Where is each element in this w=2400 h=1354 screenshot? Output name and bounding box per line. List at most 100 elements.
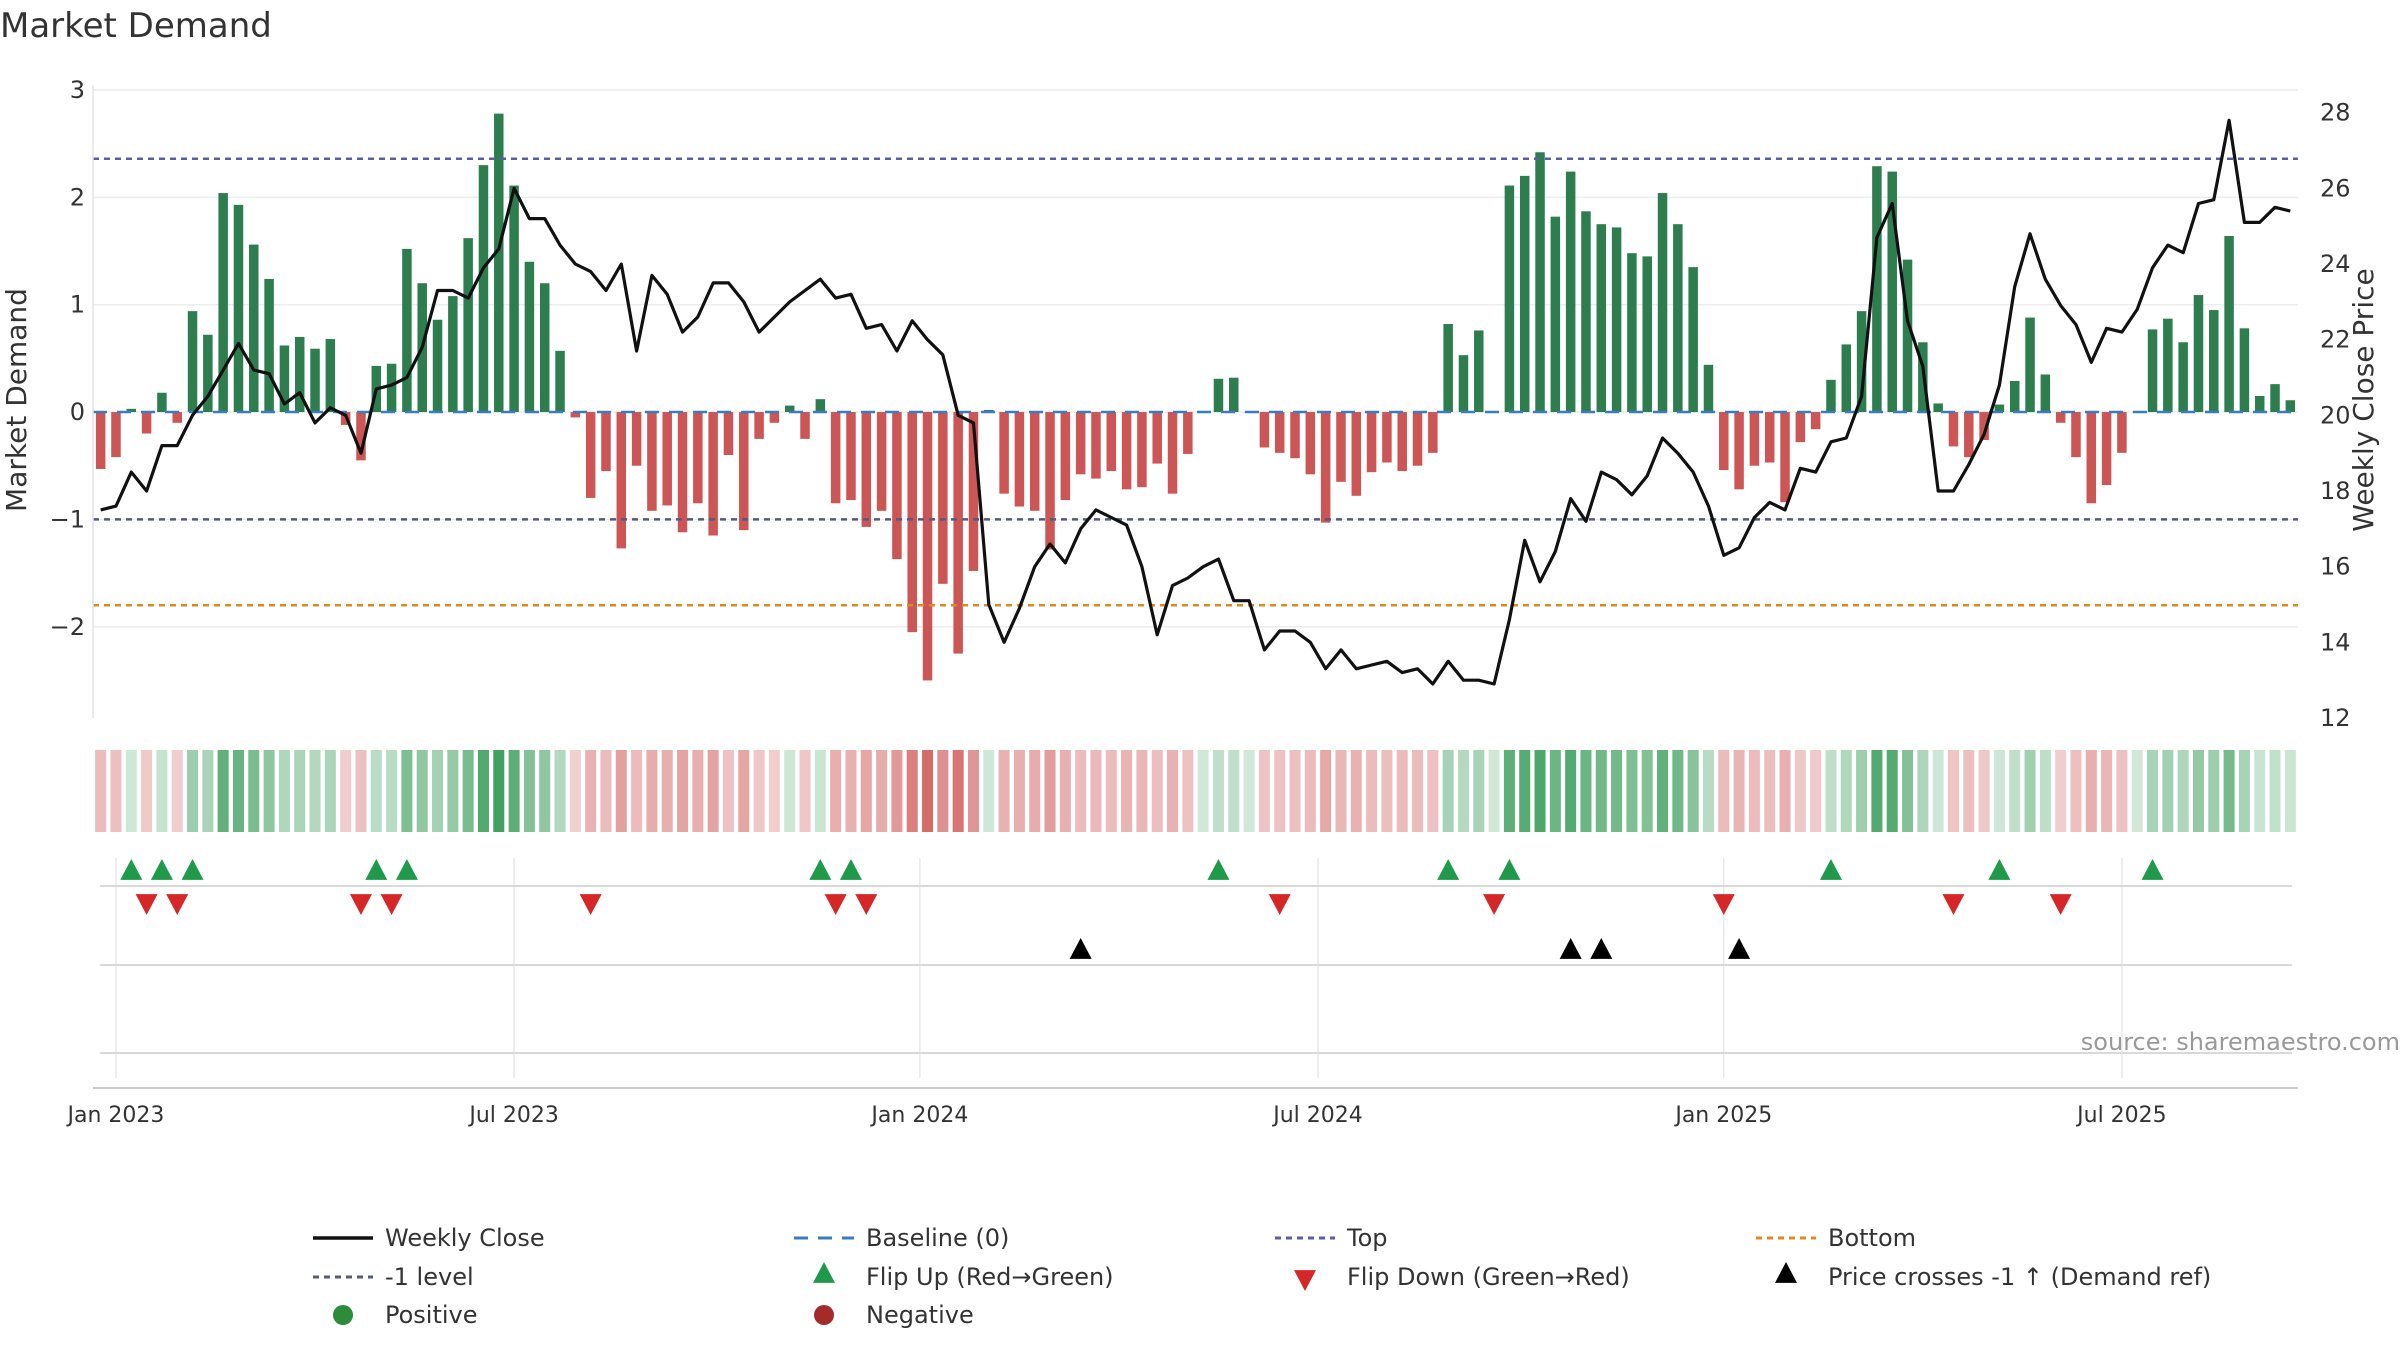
heat-cell: [401, 750, 413, 832]
positive-bar: [1657, 193, 1668, 413]
heat-cell: [2254, 750, 2266, 832]
heat-cell: [2269, 750, 2281, 832]
positive-bar: [1627, 253, 1637, 413]
positive-bar: [2224, 235, 2234, 413]
heat-cell: [661, 750, 673, 832]
flip-up-marker: [839, 859, 862, 880]
negative-bar: [585, 412, 596, 498]
positive-bar: [1213, 378, 1224, 413]
heat-cell: [110, 750, 122, 832]
flip-down-marker: [135, 894, 158, 915]
negative-bar: [1121, 412, 1132, 490]
heat-cell: [922, 750, 934, 832]
negative-bar: [1259, 412, 1270, 448]
heat-cell: [1978, 750, 1990, 832]
negative-bar: [1305, 412, 1316, 475]
legend-swatch-negative: [814, 1305, 834, 1325]
positive-bar: [2209, 310, 2219, 413]
positive-bar: [264, 278, 274, 413]
heat-cell: [1565, 750, 1577, 832]
heat-cell: [187, 750, 199, 832]
heat-cell: [631, 750, 643, 832]
legend-label-positive: Positive: [385, 1301, 478, 1329]
positive-bar: [555, 350, 565, 413]
heat-cell: [508, 750, 520, 832]
negative-bar: [1764, 412, 1775, 463]
positive-bar: [2009, 380, 2020, 413]
x-tick-label: Jul 2023: [467, 1103, 559, 1128]
positive-bar: [1443, 324, 1453, 413]
negative-bar: [1320, 412, 1331, 523]
flip-down-marker: [380, 894, 403, 915]
legend-label-flip-down: Flip Down (Green→Red): [1347, 1263, 1630, 1291]
heat-cell: [768, 750, 780, 832]
flip-up-marker: [1437, 859, 1460, 880]
negative-bar: [631, 412, 642, 466]
positive-bar: [1856, 311, 1867, 413]
legend-label-top: Top: [1346, 1224, 1388, 1252]
y2-axis-label: Weekly Close Price: [2347, 268, 2380, 531]
y2-tick-label: 28: [2320, 99, 2351, 127]
positive-bar: [478, 165, 489, 413]
negative-bar: [922, 412, 933, 681]
y2-tick-label: 18: [2320, 477, 2351, 505]
negative-bar: [708, 412, 718, 536]
positive-bar: [279, 345, 290, 413]
negative-bar: [1336, 412, 1346, 482]
positive-bar: [1458, 355, 1469, 413]
positive-bar: [1229, 377, 1239, 413]
negative-bar: [1428, 412, 1438, 453]
x-tick-label: Jul 2024: [1271, 1103, 1363, 1128]
negative-bar: [1810, 412, 1821, 430]
positive-bar: [1902, 259, 1913, 413]
positive-bar: [448, 296, 458, 413]
positive-bar: [294, 336, 305, 413]
heat-cell: [2070, 750, 2082, 832]
heat-cell: [125, 750, 137, 832]
negative-bar: [2071, 412, 2081, 458]
negative-bar: [95, 412, 106, 469]
negative-bar: [677, 412, 688, 533]
positive-bar: [203, 334, 213, 413]
y2-tick-label: 24: [2320, 250, 2351, 278]
negative-bar: [1964, 412, 1974, 458]
heat-cell: [1350, 750, 1362, 832]
heat-cell: [1626, 750, 1638, 832]
negative-bar: [2117, 412, 2127, 453]
heat-cell: [2039, 750, 2051, 832]
demand-bars: [95, 113, 2296, 681]
negative-bar: [570, 412, 581, 418]
negative-bar: [1397, 412, 1407, 472]
source-note: source: sharemaestro.com: [2081, 1028, 2400, 1056]
heat-cell: [1029, 750, 1041, 832]
positive-bar: [815, 399, 826, 413]
positive-bar: [539, 283, 550, 413]
heat-cell: [722, 750, 734, 832]
heat-cell: [1427, 750, 1439, 832]
negative-bar: [1183, 412, 1193, 454]
heat-cell: [2009, 750, 2021, 832]
negative-bar: [1106, 412, 1117, 472]
heat-cell: [340, 750, 352, 832]
heat-cell: [1963, 750, 1975, 832]
negative-bar: [356, 412, 366, 461]
heat-cell: [1381, 750, 1393, 832]
heat-cell: [1672, 750, 1684, 832]
heat-cell: [784, 750, 796, 832]
negative-bar: [846, 412, 856, 501]
negative-bar: [1412, 412, 1423, 466]
heat-cell: [814, 750, 826, 832]
heat-cell: [1121, 750, 1133, 832]
positive-bar: [509, 185, 519, 413]
flip-up-marker: [181, 859, 204, 880]
heat-cell: [1473, 750, 1485, 832]
positive-bar: [1565, 171, 1576, 413]
heat-cell: [1013, 750, 1025, 832]
legend: Weekly Close Baseline (0) Top Bottom -1 leve…: [313, 1224, 2211, 1329]
heat-cell: [2116, 750, 2128, 832]
heat-cell: [1641, 750, 1653, 832]
y2-tick-label: 16: [2320, 553, 2351, 581]
x-tick-label: Jul 2025: [2075, 1103, 2167, 1128]
heat-cell: [585, 750, 597, 832]
heat-cell: [2131, 750, 2143, 832]
